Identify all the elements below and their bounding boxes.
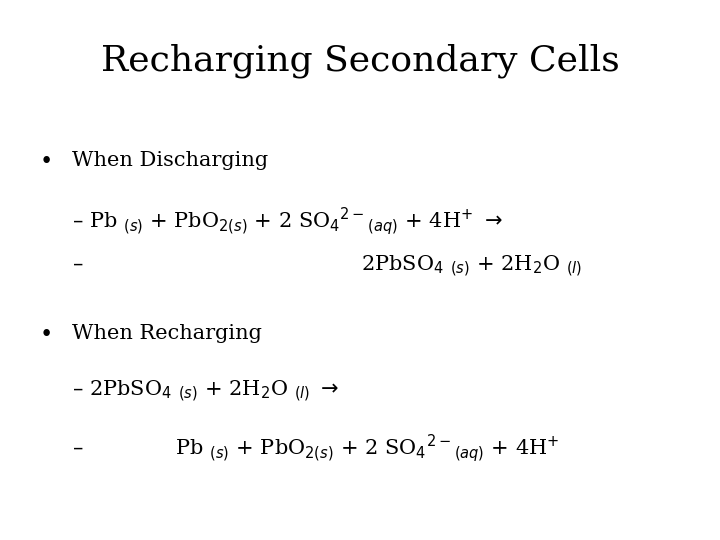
- Text: •: •: [40, 151, 53, 173]
- Text: –                                          2PbSO$_{4}$ $_{(s)}$ + 2H$_{2}$O $_{(: – 2PbSO$_{4}$ $_{(s)}$ + 2H$_{2}$O $_{(: [72, 254, 582, 279]
- Text: –              Pb $_{(s)}$ + PbO$_{2(s)}$ + 2 SO$_{4}$$^{2-}$$_{(aq)}$ + 4H$^{+}: – Pb $_{(s)}$ + PbO$_{2(s)}$ + 2 SO$_{4}…: [72, 432, 559, 464]
- Text: – 2PbSO$_{4}$ $_{(s)}$ + 2H$_{2}$O $_{(l)}$ $\rightarrow$: – 2PbSO$_{4}$ $_{(s)}$ + 2H$_{2}$O $_{(l…: [72, 378, 339, 403]
- Text: When Discharging: When Discharging: [72, 151, 268, 170]
- Text: – Pb $_{(s)}$ + PbO$_{2(s)}$ + 2 SO$_{4}$$^{2-}$$_{(aq)}$ + 4H$^{+}$ $\rightarro: – Pb $_{(s)}$ + PbO$_{2(s)}$ + 2 SO$_{4}…: [72, 205, 503, 237]
- Text: When Recharging: When Recharging: [72, 324, 262, 343]
- Text: Recharging Secondary Cells: Recharging Secondary Cells: [101, 43, 619, 78]
- Text: •: •: [40, 324, 53, 346]
